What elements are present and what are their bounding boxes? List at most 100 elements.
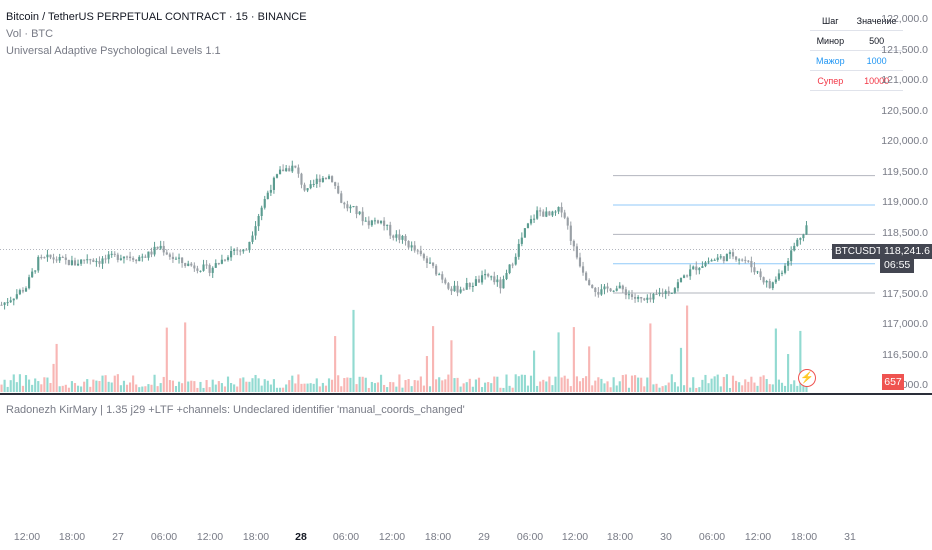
candle-body	[285, 168, 288, 172]
volume-legend[interactable]: Vol · BTC	[6, 28, 54, 40]
price-axis-label: 120,500.0	[881, 105, 928, 117]
volume-bar	[196, 387, 199, 392]
volume-bar	[297, 374, 300, 392]
volume-bar	[719, 386, 722, 392]
volume-bar	[364, 377, 367, 392]
candle-body	[73, 260, 77, 266]
volume-bar	[239, 378, 242, 392]
symbol-title[interactable]: Bitcoin / TetherUS PERPETUAL CONTRACT · …	[6, 11, 307, 23]
candle-body	[355, 206, 358, 215]
candle-body	[165, 252, 168, 255]
volume-bar	[3, 379, 6, 392]
price-chart[interactable]	[0, 0, 932, 395]
candle-body	[453, 285, 456, 292]
candle-body	[132, 258, 135, 260]
volume-bar	[12, 374, 15, 392]
time-axis-label: 06:00	[332, 531, 360, 543]
volume-bar	[722, 376, 725, 392]
volume-bar	[686, 305, 689, 392]
time-axis-label: 12:00	[561, 531, 589, 543]
volume-bar	[710, 378, 713, 392]
candle-body	[21, 290, 25, 292]
candle-body	[245, 249, 248, 251]
volume-bar	[226, 376, 230, 392]
indicator-error-message[interactable]: Radonezh KirMary | 1.35 j29 +LTF +channe…	[6, 404, 465, 416]
volume-bar	[92, 379, 95, 392]
candle-body	[260, 207, 263, 216]
candle-body	[416, 250, 419, 252]
candle-body	[627, 294, 631, 296]
volume-bar	[474, 379, 477, 392]
volume-bar	[156, 386, 159, 392]
volume-bar	[560, 377, 563, 392]
candle-body	[104, 258, 107, 260]
candle-body	[327, 176, 331, 179]
candle-body	[199, 270, 202, 272]
volume-bar	[49, 382, 52, 392]
volume-bar	[70, 381, 73, 392]
volume-bar	[695, 387, 698, 392]
volume-bar	[168, 380, 171, 392]
candle-body	[526, 223, 530, 229]
pane-divider[interactable]	[0, 393, 932, 395]
volume-bar	[251, 378, 254, 392]
candle-body	[156, 246, 159, 249]
candle-body	[799, 238, 802, 240]
volume-bar	[630, 375, 634, 392]
volume-bar	[245, 381, 248, 392]
volume-bar	[425, 356, 429, 392]
candle-body	[141, 256, 144, 258]
candle-body	[738, 259, 741, 261]
candle-body	[275, 174, 279, 178]
candle-body	[477, 279, 481, 283]
volume-bar	[184, 322, 187, 392]
candle-body	[563, 212, 566, 218]
volume-bar	[58, 386, 61, 392]
candle-body	[239, 250, 242, 252]
volume-bar	[55, 343, 58, 392]
candle-body	[536, 210, 539, 219]
candle-body	[588, 280, 591, 285]
candle-body	[419, 250, 422, 255]
volume-bar	[355, 384, 358, 392]
volume-bar	[514, 374, 517, 392]
volume-bar	[624, 374, 627, 392]
candle-body	[122, 256, 126, 259]
candle-body	[805, 225, 808, 235]
candle-body	[670, 292, 673, 294]
candle-body	[777, 273, 780, 280]
chart-pane[interactable]: Bitcoin / TetherUS PERPETUAL CONTRACT · …	[0, 0, 932, 395]
candle-body	[643, 298, 646, 300]
candle-body	[226, 257, 230, 260]
candle-body	[759, 271, 762, 278]
candle-body	[471, 285, 474, 287]
volume-bar	[533, 350, 536, 392]
volume-bar	[398, 374, 401, 392]
volume-bar	[138, 387, 141, 392]
candle-body	[768, 280, 771, 289]
symbol-price-tag[interactable]: BTCUSDT.P	[832, 244, 894, 259]
time-axis-label: 06:00	[516, 531, 544, 543]
candle-body	[787, 261, 790, 266]
volume-bar	[315, 378, 318, 392]
volume-bar	[370, 381, 373, 392]
candle-body	[487, 274, 490, 277]
levels-row-major: Мажор 1000	[810, 50, 903, 71]
volume-bar	[46, 377, 49, 392]
candle-body	[545, 211, 548, 217]
candle-body	[187, 263, 190, 266]
current-price-tag[interactable]: 118,241.6	[880, 244, 932, 259]
volume-bar	[129, 382, 132, 392]
volume-bar	[101, 375, 104, 392]
volume-bar	[214, 384, 217, 392]
volume-bar	[248, 381, 251, 392]
volume-bar	[566, 378, 569, 392]
candle-body	[0, 304, 3, 306]
volume-bar	[171, 380, 174, 392]
price-axis-label: 120,000.0	[881, 135, 928, 147]
volume-bar	[162, 376, 165, 392]
candle-body	[205, 264, 208, 266]
level-name: Супер	[810, 70, 851, 91]
indicator-legend[interactable]: Universal Adaptive Psychological Levels …	[6, 45, 221, 57]
lightning-icon[interactable]: ⚡	[798, 369, 816, 387]
